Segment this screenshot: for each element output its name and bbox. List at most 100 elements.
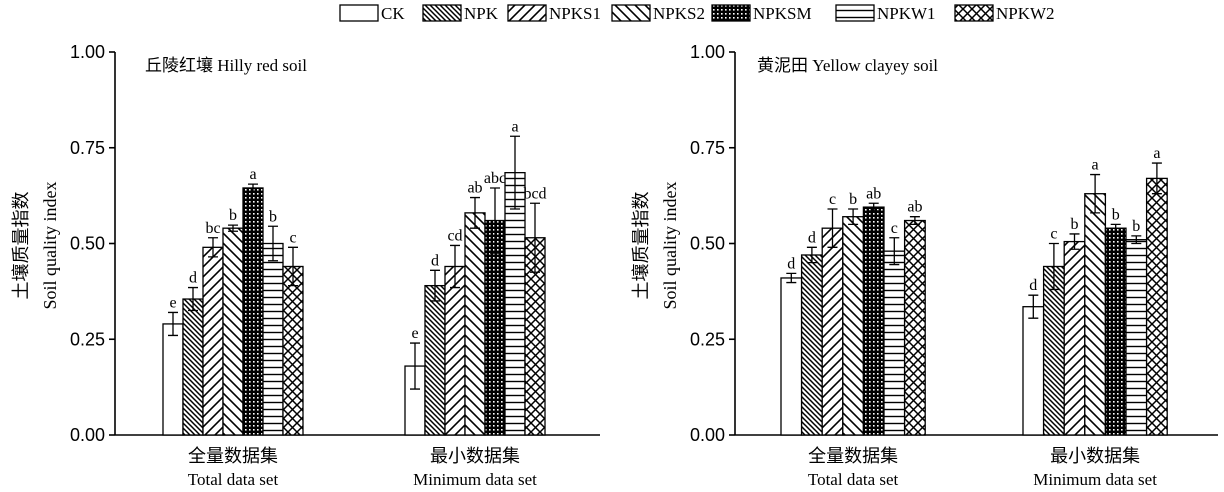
significance-letter: d [787,255,795,272]
x-category-label-cn: 最小数据集 [1050,446,1140,466]
error-bar [1131,235,1142,245]
y-tick-label: 0.00 [70,425,105,445]
significance-letter: a [511,118,518,135]
error-bar [1028,294,1039,319]
error-bar [1069,233,1080,250]
error-bar [1151,162,1162,195]
error-bar [208,237,218,258]
legend-item-ck: CK [339,4,405,23]
x-category-label-cn: 最小数据集 [430,446,520,466]
bar-npks2 [1084,193,1107,436]
bar-npkw2 [282,265,304,436]
bar-npkw1 [883,250,906,436]
panel-yellow-clayey-soil: 0.00 0.25 0.50 0.75 1.00 土壤质量指数 Soil quality i… [631,42,1218,489]
error-bar [530,202,540,273]
y-tick-label: 0.75 [690,138,725,158]
error-bar [430,269,440,302]
x-category-label-cn: 全量数据集 [188,446,278,466]
significance-letter: b [849,191,857,208]
significance-letter: a [1153,145,1160,162]
significance-letter: a [249,166,256,183]
error-bar [470,196,480,229]
legend-swatch-ck [339,4,379,22]
legend-item-npkw2: NPKW2 [954,4,1055,23]
bar-ck [780,277,803,436]
error-bar [806,246,817,264]
y-tick-label: 1.00 [70,42,105,62]
legend-item-npks2: NPKS2 [611,4,705,23]
significance-letter: ab [907,199,922,216]
significance-letter: bc [205,220,220,237]
legend-swatch-npks1 [507,4,547,22]
significance-letter: bcd [523,185,546,202]
significance-letter: c [289,229,296,246]
significance-letter: cd [447,227,462,244]
x-category-label-en: Minimum data set [1033,470,1157,489]
significance-letter: c [891,220,898,237]
y-tick-label: 0.25 [70,329,105,349]
bar-npk [182,298,204,436]
panel-title: 丘陵红壤 Hilly red soil [145,55,307,75]
legend-label: NPKW2 [996,4,1055,23]
bar-npksm [862,206,885,436]
y-axis-title-en: Soil quality index [660,182,680,310]
significance-letter: e [411,325,418,342]
error-bar [288,246,298,287]
significance-letter: d [1029,277,1037,294]
bar-npks2 [222,227,244,436]
bar-npk [800,254,823,436]
significance-letter: b [1132,218,1140,235]
legend-label: NPKW1 [877,4,936,23]
significance-letter: a [1092,157,1099,174]
bar-npk [424,284,446,436]
legend-label: NPKS2 [653,4,705,23]
significance-letter: c [1050,226,1057,243]
error-bar [228,224,238,232]
significance-letter: d [189,270,197,287]
bar-npks1 [202,246,224,436]
y-tick-label: 1.00 [690,42,725,62]
x-category-label-en: Total data set [188,470,279,489]
error-bar [786,272,797,284]
y-tick-label: 0.25 [690,329,725,349]
y-axis-title-cn: 土壤质量指数 [11,192,31,300]
x-category-label-cn: 全量数据集 [808,446,898,466]
bar-ck [162,323,184,436]
legend-label: CK [381,4,405,23]
bar-ck [1022,306,1045,436]
significance-letter: e [169,294,176,311]
legend-item-npkw1: NPKW1 [835,4,936,23]
y-tick-label: 0.75 [70,138,105,158]
bar-npkw2 [903,219,926,436]
significance-letter: abc [484,170,506,187]
legend-swatch-npkw2 [954,4,994,22]
error-bar [248,183,258,193]
bar-npks2 [842,216,865,436]
significance-letter: c [829,191,836,208]
bar-npks1 [821,227,844,436]
significance-letter: b [1112,206,1120,223]
legend-swatch-npkw1 [835,4,875,22]
y-axis-title-cn: 土壤质量指数 [631,192,651,300]
error-bar [1110,223,1121,233]
error-bar [410,342,420,390]
bar-npk [1042,265,1065,436]
bar-npksm [1104,227,1127,436]
error-bar [909,216,920,225]
bar-npkw1 [504,171,526,436]
bar-npks2 [464,212,486,436]
y-axis-title-en: Soil quality index [40,182,60,310]
y-tick-label: 0.00 [690,425,725,445]
significance-letter: b [229,207,237,224]
error-bar [848,208,859,225]
panel-hilly-red-soil: 0.00 0.25 0.50 0.75 1.00 土壤质量指数 Soil quality i… [11,42,600,489]
error-bar [889,237,900,266]
legend-item-npks1: NPKS1 [507,4,601,23]
legend-swatch-npk [422,4,462,22]
bar-npkw2 [1145,177,1168,436]
panel-title: 黄泥田 Yellow clayey soil [757,56,938,75]
error-bar [188,286,198,312]
significance-letter: ab [467,180,482,197]
legend-item-npksm: NPKSM [711,4,812,23]
